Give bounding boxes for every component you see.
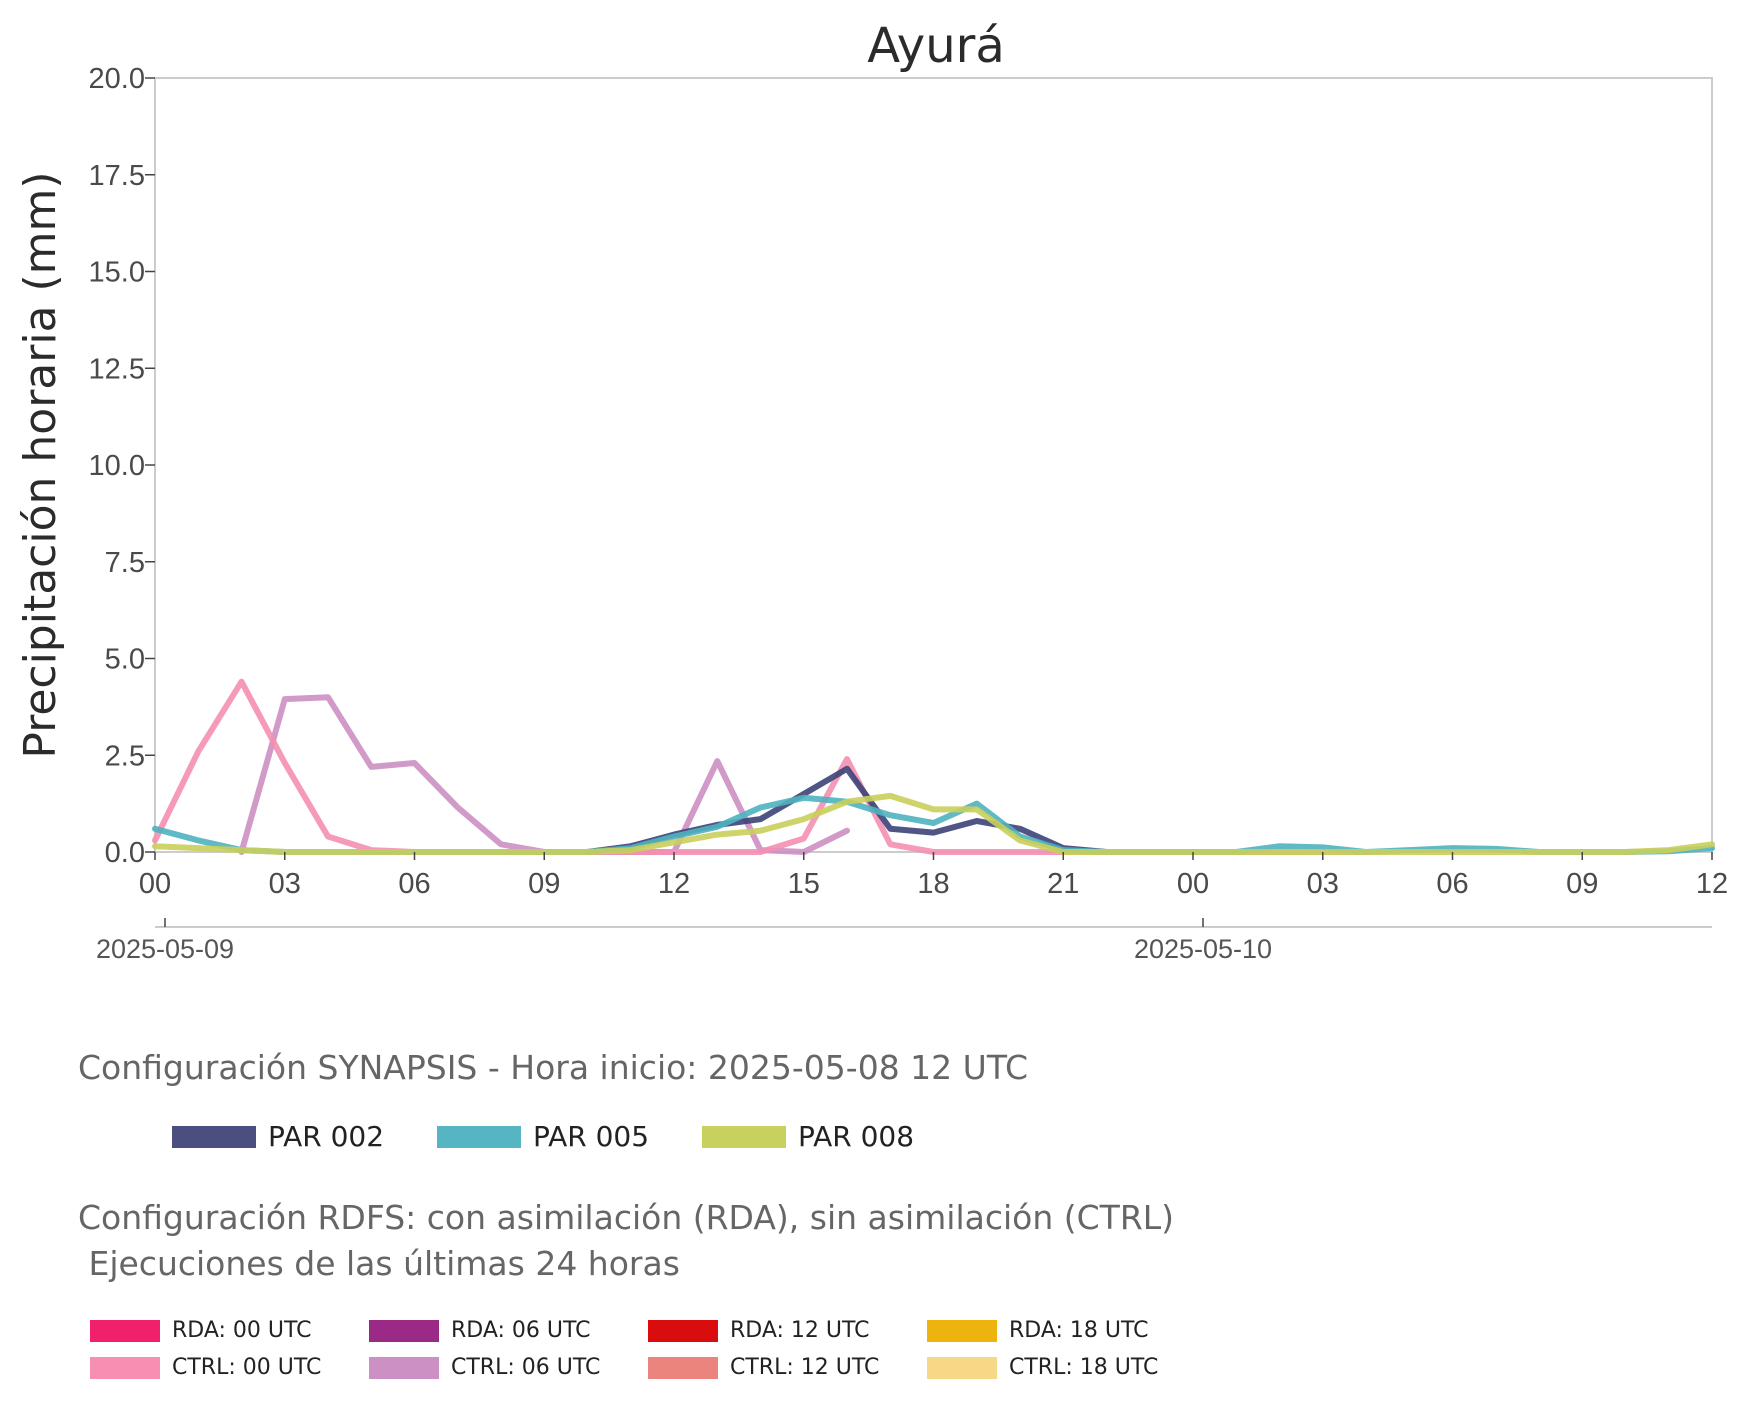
x-tick-label: 15 <box>788 868 820 900</box>
series-layer <box>152 678 1715 855</box>
y-tick-label: 17.5 <box>89 160 145 192</box>
rdfs-legend-item: RDA: 00 UTC <box>90 1318 312 1343</box>
rdfs-legend-item: RDA: 06 UTC <box>369 1318 591 1343</box>
legend-swatch <box>927 1356 997 1379</box>
x-tick-label: 03 <box>269 868 301 900</box>
legend-swatch <box>172 1125 256 1148</box>
y-axis-label: Precipitación horaria (mm) <box>15 171 66 758</box>
legend-label: CTRL: 18 UTC <box>1009 1355 1159 1380</box>
plot-frame <box>154 77 1713 853</box>
y-tick-label: 0.0 <box>105 837 145 869</box>
x-tick-label: 09 <box>528 868 560 900</box>
x-tick-label: 09 <box>1566 868 1598 900</box>
plot-axes <box>154 77 1713 928</box>
rdfs-legend-item: RDA: 18 UTC <box>927 1318 1149 1343</box>
legend-label: RDA: 06 UTC <box>451 1318 591 1343</box>
x-tick-label: 00 <box>1177 868 1209 900</box>
rdfs-legend-item: CTRL: 06 UTC <box>369 1355 600 1380</box>
y-tick-label: 7.5 <box>105 547 145 579</box>
legend-label: RDA: 12 UTC <box>730 1318 870 1343</box>
x-tick-label: 18 <box>917 868 949 900</box>
y-tick-label: 2.5 <box>105 740 145 772</box>
synapsis-legend-item: PAR 008 <box>702 1120 914 1153</box>
legend-swatch <box>90 1319 160 1342</box>
legend-swatch <box>437 1125 521 1148</box>
precipitation-chart: Ayurá Precipitación horaria (mm) 0.0 2.5 5… <box>15 18 1729 960</box>
legend-swatch <box>369 1319 439 1342</box>
rdfs-legend-item: CTRL: 12 UTC <box>648 1355 879 1380</box>
legend-swatch <box>648 1356 718 1379</box>
synapsis-legend-item: PAR 002 <box>172 1120 384 1153</box>
legend-label: RDA: 18 UTC <box>1009 1318 1149 1343</box>
y-tick-label: 12.5 <box>89 353 145 385</box>
tick-layer: 0.0 2.5 5.0 7.5 10.0 12.5 15.0 17.5 20.0 00 03 06 09… <box>89 63 1729 960</box>
rdfs-legend-title: Configuración RDFS: con asimilación (RDA… <box>78 1198 1175 1283</box>
x-tick-label: 00 <box>139 868 171 900</box>
legend-swatch <box>702 1125 786 1148</box>
date-label: 2025-05-10 <box>1134 934 1272 960</box>
x-tick-label: 06 <box>1436 868 1468 900</box>
legend-label: PAR 005 <box>533 1120 650 1153</box>
date-label: 2025-05-09 <box>96 934 234 960</box>
synapsis-legend-item: PAR 005 <box>437 1120 649 1153</box>
y-tick-label: 20.0 <box>89 63 145 95</box>
legend-label: PAR 008 <box>798 1120 915 1153</box>
legend-label: PAR 002 <box>268 1120 385 1153</box>
chart-title: Ayurá <box>867 18 1005 74</box>
legend-swatch <box>369 1356 439 1379</box>
x-tick-label: 21 <box>1047 868 1079 900</box>
y-tick-label: 15.0 <box>89 257 145 289</box>
legend-label: CTRL: 06 UTC <box>451 1355 601 1380</box>
y-tick-label: 5.0 <box>105 644 145 676</box>
series-line-par-005 <box>152 794 1715 855</box>
x-tick-label: 03 <box>1307 868 1339 900</box>
synapsis-legend-title: Configuración SYNAPSIS - Hora inicio: 20… <box>78 1048 1029 1087</box>
rdfs-legend-item: RDA: 12 UTC <box>648 1318 870 1343</box>
y-tick-label: 10.0 <box>89 450 145 482</box>
x-tick-label: 12 <box>1696 868 1728 900</box>
legend-label: RDA: 00 UTC <box>172 1318 312 1343</box>
x-tick-label: 12 <box>658 868 690 900</box>
legend-swatch <box>648 1319 718 1342</box>
legend-label: CTRL: 12 UTC <box>730 1355 880 1380</box>
x-tick-label: 06 <box>398 868 430 900</box>
legend-label: CTRL: 00 UTC <box>172 1355 322 1380</box>
rdfs-legend-item: CTRL: 18 UTC <box>927 1355 1158 1380</box>
legend-swatch <box>927 1319 997 1342</box>
legend-swatch <box>90 1356 160 1379</box>
rdfs-legend-item: CTRL: 00 UTC <box>90 1355 321 1380</box>
